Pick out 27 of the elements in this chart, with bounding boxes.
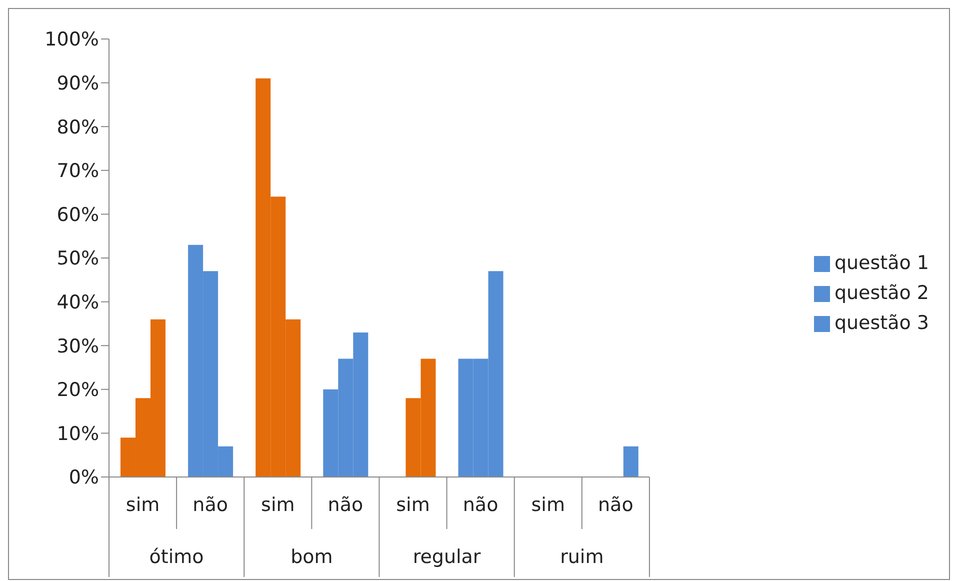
text: ruim <box>560 546 604 568</box>
x-tick-label: não <box>462 494 498 516</box>
y-tick-label: 10% <box>56 422 99 445</box>
x-tick-label: não <box>328 494 364 516</box>
text: bom <box>290 546 333 568</box>
bar <box>623 446 638 477</box>
y-tick-label: 40% <box>56 292 99 314</box>
y-tick-label: 60% <box>56 204 99 226</box>
y-tick-label: 90% <box>56 72 99 95</box>
text: ótimo <box>149 546 204 568</box>
x-tick-label: sim <box>126 494 160 516</box>
y-tick-label: 20% <box>56 379 99 402</box>
x-tick-label: sim <box>531 494 565 516</box>
text: regular <box>412 546 481 568</box>
y-tick-label: 70% <box>56 160 99 182</box>
y-tick-label: 50% <box>56 248 99 270</box>
y-tick-label: 80% <box>56 116 99 138</box>
x-tick-label: não <box>598 494 634 516</box>
legend-label: questão 2 <box>834 282 929 304</box>
x-tick-label: sim <box>396 494 430 516</box>
y-tick-label: 30% <box>56 335 99 358</box>
x-tick-label: sim <box>261 494 295 516</box>
legend-label: questão 1 <box>834 252 929 274</box>
y-tick-label: 100% <box>44 28 99 51</box>
legend-label: questão 3 <box>834 312 929 334</box>
x-tick-label: não <box>192 494 228 516</box>
y-tick-label: 0% <box>68 466 99 489</box>
